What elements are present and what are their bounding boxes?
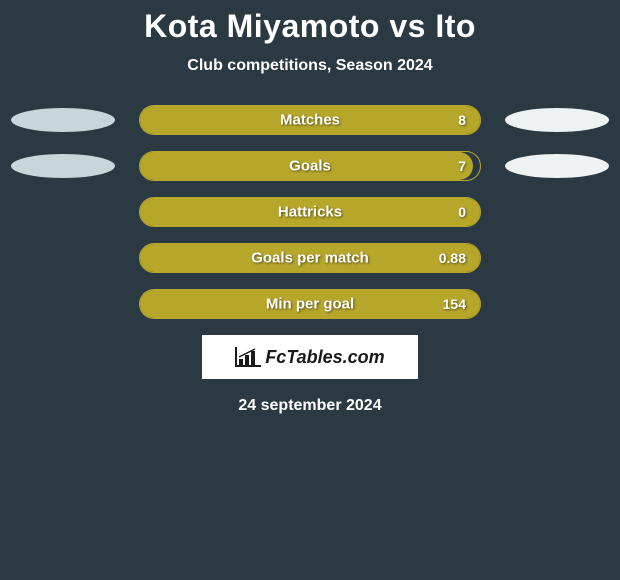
stat-value: 0.88	[439, 250, 466, 266]
left-ellipse	[11, 108, 115, 132]
logo-text: FcTables.com	[265, 347, 384, 368]
logo-box[interactable]: FcTables.com	[202, 335, 418, 379]
right-ellipse	[505, 108, 609, 132]
stat-row: Goals 7	[0, 151, 620, 181]
stat-label: Min per goal	[266, 296, 354, 313]
date-text: 24 september 2024	[0, 397, 620, 415]
stat-label: Matches	[280, 112, 340, 129]
subtitle: Club competitions, Season 2024	[0, 57, 620, 75]
stat-label: Hattricks	[278, 204, 342, 221]
stat-value: 8	[458, 112, 466, 128]
right-ellipse	[505, 154, 609, 178]
left-ellipse	[11, 154, 115, 178]
stat-label: Goals	[289, 158, 331, 175]
stat-row: Hattricks 0	[0, 197, 620, 227]
stat-value: 7	[458, 158, 466, 174]
stat-bar: Matches 8	[139, 105, 481, 135]
page-title: Kota Miyamoto vs Ito	[0, 8, 620, 45]
stat-value: 0	[458, 204, 466, 220]
stat-bar: Goals per match 0.88	[139, 243, 481, 273]
stat-row: Min per goal 154	[0, 289, 620, 319]
stat-value: 154	[443, 296, 466, 312]
stat-bar: Min per goal 154	[139, 289, 481, 319]
stat-bar: Hattricks 0	[139, 197, 481, 227]
stats-card: Kota Miyamoto vs Ito Club competitions, …	[0, 0, 620, 415]
stat-label: Goals per match	[251, 250, 369, 267]
stat-bar: Goals 7	[139, 151, 481, 181]
bar-chart-icon	[235, 347, 261, 367]
stat-rows: Matches 8 Goals 7 Hattricks 0 Goals per match 0…	[0, 105, 620, 319]
stat-row: Goals per match 0.88	[0, 243, 620, 273]
stat-row: Matches 8	[0, 105, 620, 135]
